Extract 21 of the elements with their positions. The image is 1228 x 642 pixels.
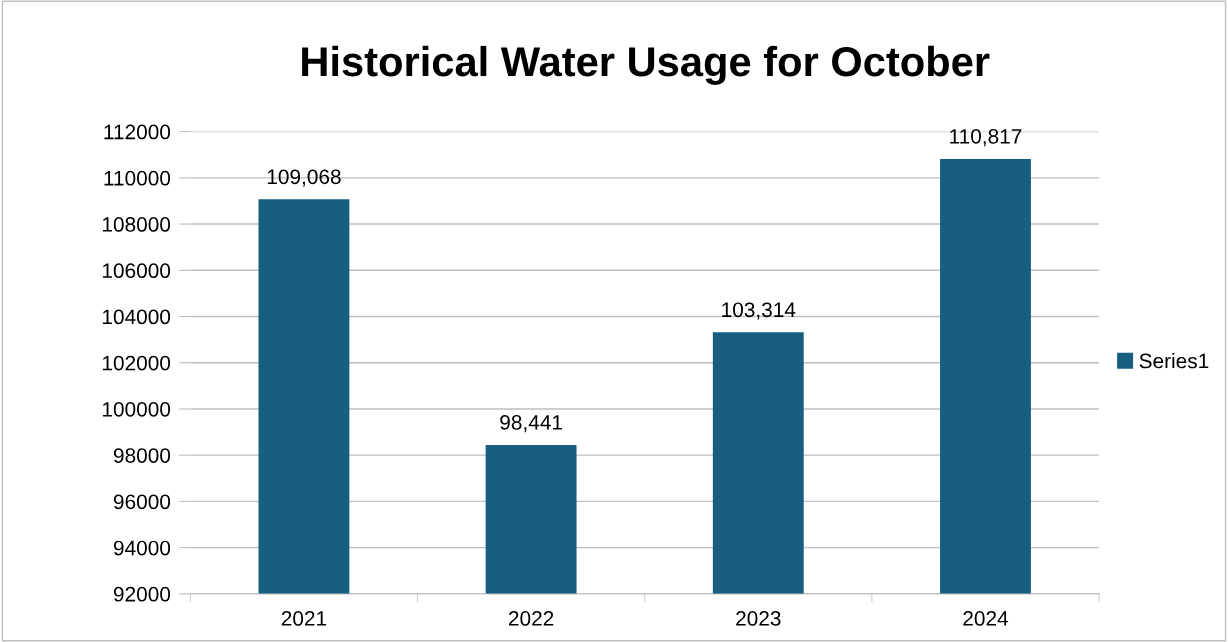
x-tick-label: 2021 (281, 611, 327, 626)
data-label: 109,068 (267, 169, 341, 187)
y-tick-label: 112000 (104, 124, 171, 140)
y-tick-label: 102000 (102, 355, 171, 371)
y-tick-label: 108000 (102, 217, 171, 232)
y-tick-label: 94000 (113, 540, 171, 556)
data-label: 98,441 (500, 415, 562, 433)
y-tick-label: 96000 (113, 494, 171, 510)
x-tick-label: 2023 (736, 611, 781, 626)
y-tick-label: 92000 (113, 586, 171, 602)
y-tick-label: 98000 (113, 448, 171, 463)
x-tick-label: 2024 (963, 611, 1009, 626)
data-label: 103,314 (722, 302, 796, 320)
chart-title: Historical Water Usage for October (302, 45, 990, 85)
y-tick-label: 106000 (102, 263, 171, 279)
legend-label: Series1 (1139, 353, 1209, 369)
y-tick-label: 110000 (104, 170, 171, 186)
data-label: 110,817 (950, 128, 1022, 147)
y-tick-label: 100000 (102, 401, 171, 417)
y-tick-label: 104000 (102, 309, 171, 325)
x-tick-label: 2022 (508, 611, 554, 626)
